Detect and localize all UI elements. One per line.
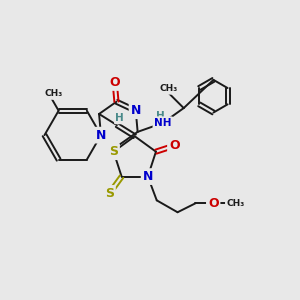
Text: S: S: [109, 145, 118, 158]
Text: H: H: [116, 113, 124, 123]
Text: O: O: [110, 76, 120, 89]
Text: CH₃: CH₃: [160, 84, 178, 93]
Text: S: S: [105, 187, 114, 200]
Text: CH₃: CH₃: [44, 89, 62, 98]
Text: N: N: [130, 104, 141, 117]
Text: O: O: [208, 197, 218, 210]
Text: CH₃: CH₃: [226, 199, 244, 208]
Text: N: N: [96, 129, 106, 142]
Text: O: O: [169, 139, 180, 152]
Text: N: N: [142, 170, 153, 183]
Text: NH: NH: [154, 118, 172, 128]
Text: H: H: [156, 110, 164, 121]
